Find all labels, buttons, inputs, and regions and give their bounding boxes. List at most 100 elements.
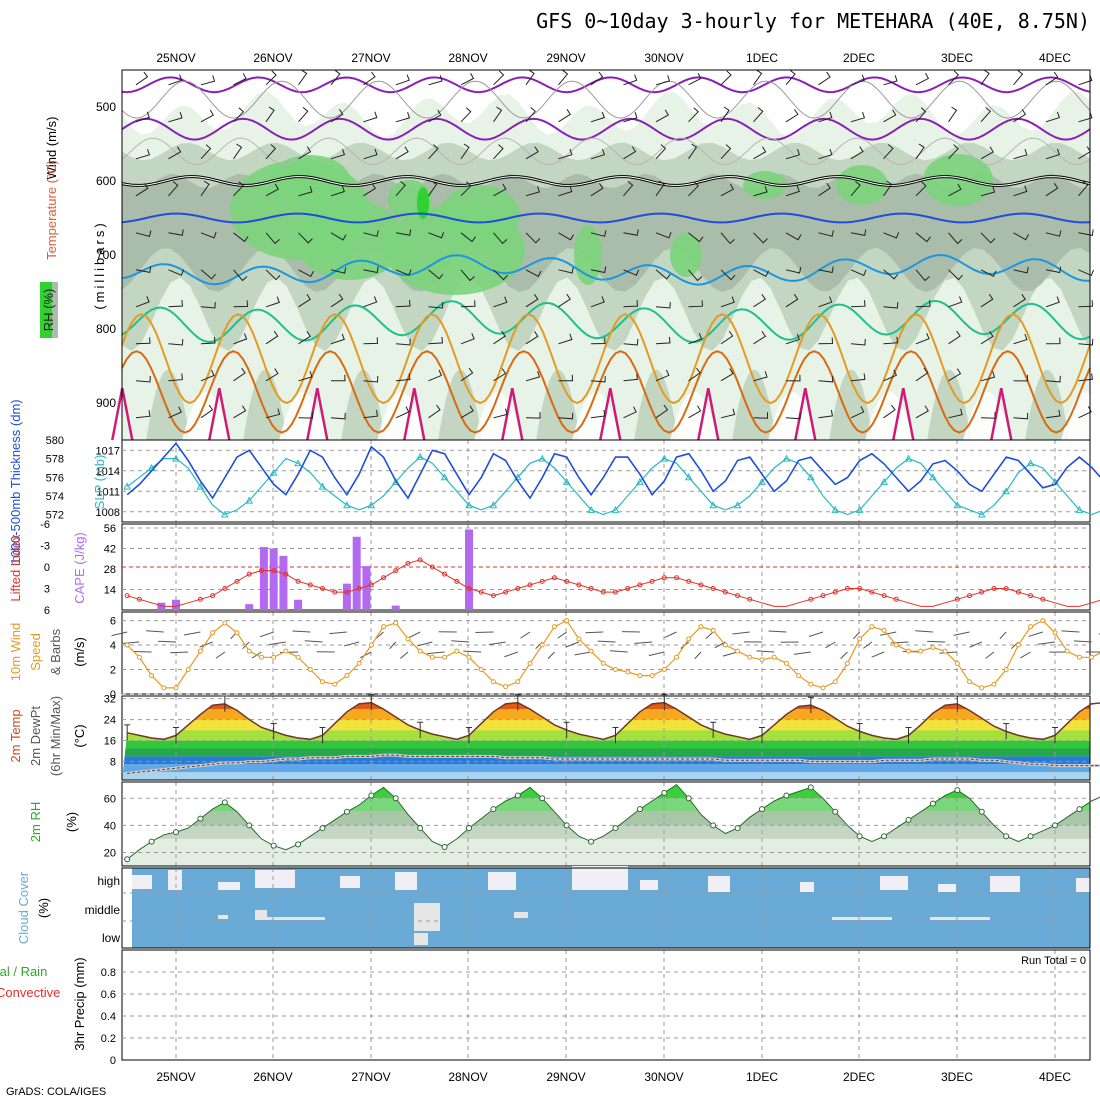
rh2m-point-6 [197, 815, 204, 822]
wind10m-barb-36 [557, 631, 567, 639]
p2-frame [121, 439, 1091, 523]
wind10m-barb-37 [565, 641, 580, 648]
li-point-41 [625, 586, 631, 591]
rh-dry-pocket-6 [768, 391, 817, 440]
li-point-11 [258, 568, 264, 574]
rh-surface-plume-7 [829, 369, 874, 440]
rh2m-tick-0: 60 [104, 793, 116, 805]
li-point-23 [405, 560, 411, 566]
rh2m-point-0 [124, 856, 131, 863]
wind10m-barb-39 [585, 631, 604, 634]
thickness-point-0 [123, 482, 132, 490]
wind10m-barb-31 [488, 641, 506, 646]
wind10m-barb-63 [880, 631, 897, 636]
thickness-point-46 [684, 473, 693, 481]
li-point-8 [222, 586, 228, 591]
wind10m-point-64 [906, 648, 911, 654]
wind-barb-15-4 [623, 229, 639, 236]
wind10m-point-58 [832, 679, 838, 685]
cloud-mid-clear-3 [414, 903, 440, 931]
thickness-point-10 [245, 496, 254, 504]
wind10m-point-28 [466, 654, 472, 660]
wind-barb-25-4 [948, 232, 963, 245]
wind-barb-8-8 [395, 373, 411, 382]
rh2m-point-48 [710, 822, 717, 829]
wind10m-label-2: Speed [28, 633, 43, 671]
wind10m-point-13 [283, 648, 289, 654]
wind10m-point-27 [454, 648, 460, 654]
rh-green-patch-9 [923, 154, 993, 206]
wind-barb-27-5 [1013, 266, 1029, 274]
chart-title: GFS 0~10day 3-hourly for METEHARA (40E, … [536, 9, 1090, 33]
wind10m-point-6 [197, 648, 203, 654]
temp2m-label-1: 2m Temp [8, 709, 23, 762]
dewpoint-line [127, 754, 1100, 774]
wind10m-point-12 [271, 654, 277, 660]
thickness-point-48 [709, 501, 718, 509]
li-tick-2: 0 [44, 562, 50, 574]
temp2m-axis-label: 2m Temp 2m DewPt (6hr Min/Max) (°C) [8, 696, 87, 776]
wind10m-point-79 [1089, 654, 1095, 660]
wind-barb-21-5 [818, 266, 834, 274]
wind-barb-21-7 [818, 337, 834, 345]
upper-left-labels: Wind (m/s) Temperature (°C) RH (%) (mill… [40, 117, 107, 338]
wind-barb-4-4 [265, 232, 280, 245]
wind-barb-4-1 [265, 106, 275, 123]
wind-barb-15-8 [623, 373, 638, 382]
wind-barb-18-3 [720, 183, 734, 197]
wind-barb-15-9 [623, 406, 637, 419]
wind-barb-1-4 [168, 229, 184, 236]
wind10m-point-30 [490, 679, 496, 685]
wind-barb-4-0 [265, 70, 277, 86]
wind10m-point-14 [295, 654, 301, 660]
wind-barb-29-6 [1078, 300, 1094, 308]
rh-green-patch-10 [270, 155, 350, 205]
wind-barb-16-9 [655, 404, 669, 419]
rh2m-point-4 [173, 829, 179, 836]
wind-barb-7-0 [363, 71, 376, 86]
cape-axis-label: CAPE (J/kg) [72, 532, 87, 604]
li-point-39 [600, 589, 606, 595]
wind10m-point-46 [686, 636, 692, 642]
rh-bright-patch [417, 187, 429, 219]
wind-barb-16-0 [655, 75, 671, 86]
wind10m-point-63 [893, 642, 899, 648]
wind10m-barb-57 [808, 631, 824, 638]
rh-green-patch-3 [440, 185, 520, 245]
top-day-0: 25NOV [156, 51, 195, 65]
thickness-tick-2: 576 [46, 472, 64, 484]
wind-barb-21-8 [818, 375, 834, 383]
wind10m-point-78 [1076, 654, 1082, 660]
wind10m-point-29 [478, 667, 484, 673]
wind-barb-27-1 [1013, 109, 1027, 123]
wind-barb-10-8 [460, 367, 474, 382]
wind-barb-3-2 [233, 143, 243, 160]
wind10m-barb-38 [574, 651, 592, 656]
slp-axis-label: SLP (mb) [92, 455, 107, 510]
li-point-7 [210, 593, 216, 599]
wind-barb-5-1 [298, 107, 309, 123]
wind10m-barb-12 [259, 631, 274, 638]
wind-barb-22-3 [850, 181, 861, 197]
wind10m-point-59 [844, 660, 850, 666]
wind-barb-19-2 [753, 146, 767, 160]
wind-barb-25-2 [948, 144, 959, 160]
wind10m-point-53 [771, 654, 777, 660]
li-point-22 [393, 568, 399, 574]
thickness-point-52 [758, 477, 766, 485]
wind-barb-4-9 [265, 408, 281, 419]
wind10m-barb-29 [463, 650, 482, 653]
wind10m-barb-3 [146, 630, 164, 633]
wind-barb-6-4 [330, 232, 347, 241]
rh2m-point-60 [856, 833, 863, 840]
top-day-7: 2DEC [843, 51, 875, 65]
wind10m-point-33 [527, 660, 533, 666]
cloud-clear-9 [708, 876, 730, 892]
wind-barb-6-3 [330, 185, 345, 197]
wind-barb-3-6 [233, 300, 249, 308]
rh2m-point-16 [319, 825, 326, 832]
wind-barb-0-9 [135, 410, 151, 419]
wind10m-point-16 [320, 679, 325, 685]
wind-barb-1-9 [168, 406, 182, 419]
thickness-tick-1: 578 [46, 454, 64, 466]
